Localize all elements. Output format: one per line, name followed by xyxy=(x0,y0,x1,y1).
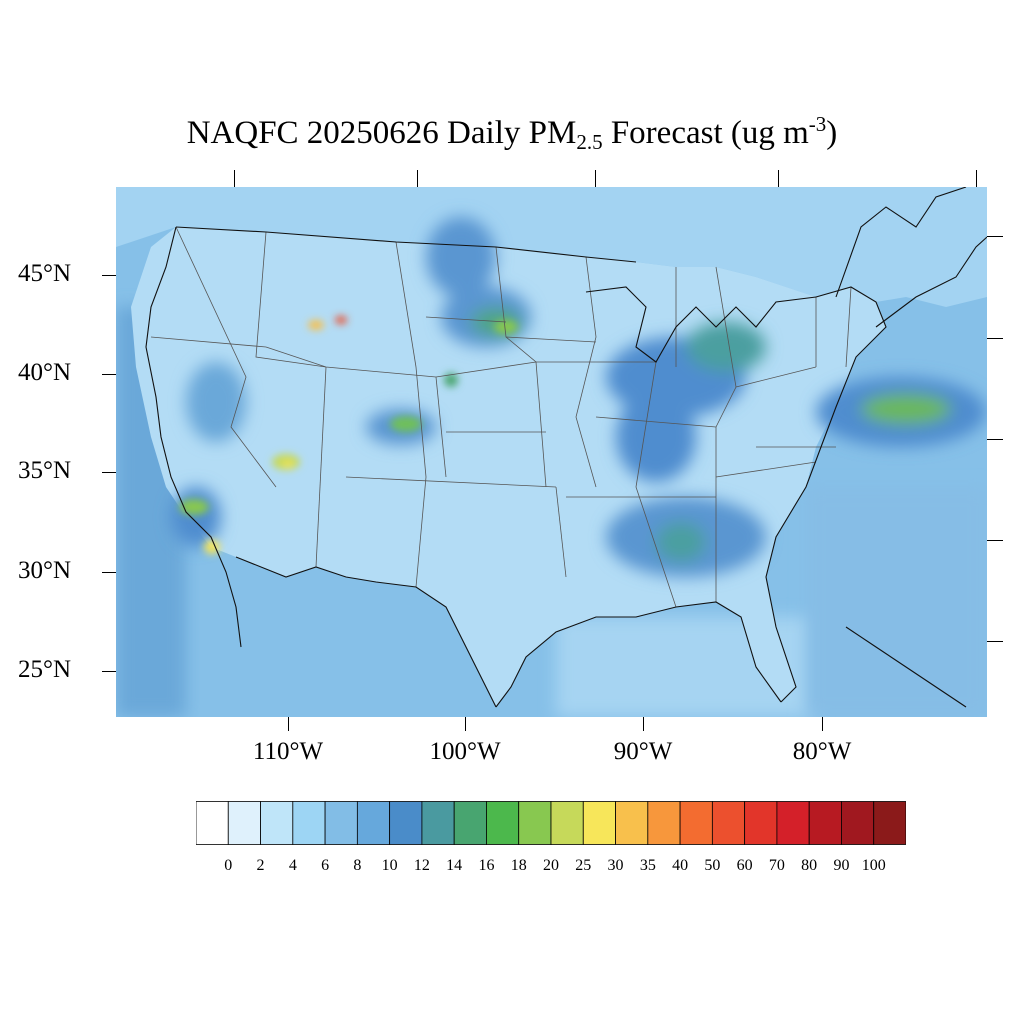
colorbar-label: 18 xyxy=(510,857,527,874)
colorbar-swatch xyxy=(776,801,810,845)
colorbar-swatch xyxy=(260,801,294,845)
lon-label-110w: 110°W xyxy=(252,738,324,765)
pm-hotspots xyxy=(179,316,518,554)
colorbar-label: 4 xyxy=(288,857,297,874)
colorbar-swatch xyxy=(518,801,552,845)
lat-tick-right xyxy=(987,540,1003,542)
colorbar-swatch xyxy=(324,801,358,845)
colorbar xyxy=(196,801,906,845)
colorbar-swatch xyxy=(744,801,778,845)
lat-label-25: 25°N xyxy=(18,656,72,683)
pm-haze xyxy=(171,217,986,577)
lat-tick-right xyxy=(987,641,1003,643)
colorbar-label: 2 xyxy=(256,857,265,874)
colorbar-swatch xyxy=(550,801,584,845)
lat-label-45: 45°N xyxy=(18,260,72,287)
colorbar-label: 6 xyxy=(321,857,330,874)
colorbar-swatch xyxy=(711,801,746,845)
lat-tick-left xyxy=(102,671,116,673)
lon-tick-bottom xyxy=(643,717,645,731)
colorbar-swatch xyxy=(421,801,455,845)
canada-land xyxy=(116,187,987,307)
lat-tick-left xyxy=(102,275,116,277)
colorbar-label: 35 xyxy=(639,857,656,874)
lat-label-40: 40°N xyxy=(18,359,72,386)
colorbar-label: 80 xyxy=(801,857,818,874)
colorbar-label: 60 xyxy=(736,857,753,874)
colorbar-swatch xyxy=(486,801,520,845)
atlantic-ocean xyxy=(806,487,987,717)
colorbar-swatch xyxy=(292,801,326,845)
colorbar-label: 25 xyxy=(575,857,592,874)
colorbar-label: 100 xyxy=(861,857,886,874)
colorbar-label: 8 xyxy=(353,857,362,874)
colorbar-label: 90 xyxy=(833,857,850,874)
lat-tick-left xyxy=(102,472,116,474)
lon-label-80w: 80°W xyxy=(792,738,852,765)
colorbar-label: 16 xyxy=(478,857,495,874)
lon-tick-top xyxy=(417,170,419,187)
colorbar-swatch xyxy=(615,801,649,845)
colorbar-label: 20 xyxy=(543,857,559,874)
colorbar-swatch xyxy=(453,801,487,845)
lat-tick-right xyxy=(987,338,1003,340)
chart-title: NAQFC 20250626 Daily PM2.5 Forecast (ug … xyxy=(186,112,838,154)
state-boundaries xyxy=(150,226,852,608)
colorbar-swatch xyxy=(808,801,842,845)
colorbar-label: 50 xyxy=(704,857,721,874)
lon-tick-bottom xyxy=(465,717,467,731)
colorbar-swatch xyxy=(389,801,423,845)
lat-label-30: 30°N xyxy=(18,557,72,584)
lon-tick-top xyxy=(595,170,597,187)
lon-tick-bottom xyxy=(822,717,824,731)
lon-tick-top xyxy=(976,170,978,187)
colorbar-swatch xyxy=(679,801,713,845)
lat-tick-left xyxy=(102,572,116,574)
lat-tick-right xyxy=(987,236,1003,238)
colorbar-swatch xyxy=(873,801,906,845)
lon-tick-top xyxy=(778,170,780,187)
lat-tick-right xyxy=(987,439,1003,441)
colorbar-label: 10 xyxy=(381,857,398,874)
colorbar-swatch xyxy=(196,801,229,845)
lon-label-90w: 90°W xyxy=(613,738,673,765)
colorbar-label: 12 xyxy=(413,857,430,874)
lat-tick-left xyxy=(102,374,116,376)
colorbar-label: 0 xyxy=(224,857,233,874)
lon-tick-top xyxy=(234,170,236,187)
lat-label-35: 35°N xyxy=(18,457,72,484)
colorbar-swatch xyxy=(647,801,681,845)
colorbar-label: 40 xyxy=(672,857,689,874)
colorbar-swatch xyxy=(227,801,261,845)
colorbar-label: 14 xyxy=(446,857,463,874)
lon-label-100w: 100°W xyxy=(429,738,501,765)
colorbar-label: 30 xyxy=(607,857,624,874)
coastline xyxy=(145,187,987,708)
colorbar-label: 70 xyxy=(768,857,785,874)
pm25-map xyxy=(116,187,987,717)
colorbar-swatch xyxy=(841,801,875,845)
colorbar-swatch xyxy=(582,801,616,845)
lon-tick-bottom xyxy=(288,717,290,731)
colorbar-swatch xyxy=(356,801,391,845)
